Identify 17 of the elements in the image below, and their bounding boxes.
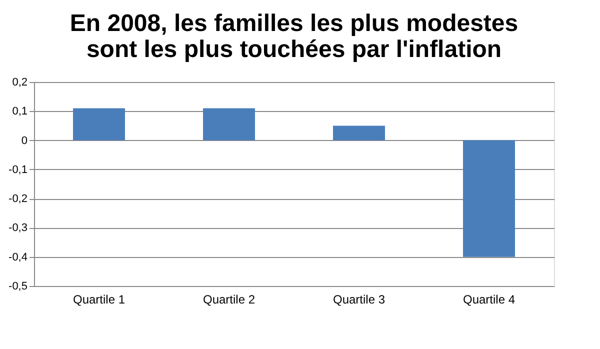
bar (333, 126, 385, 140)
chart-title: En 2008, les familles les plus modestes sont les plus touchées par l'inflation (70, 10, 518, 63)
bar (463, 140, 515, 257)
y-tick-label: 0,1 (12, 106, 28, 118)
bar (203, 108, 255, 140)
y-tick-label: -0,5 (8, 280, 28, 292)
y-tick-label: 0,2 (12, 76, 28, 88)
y-tick-label: 0 (21, 134, 28, 147)
x-tick-label: Quartile 4 (462, 292, 516, 306)
x-tick-label: Quartile 1 (72, 292, 126, 306)
y-tick-label: -0,2 (8, 193, 28, 206)
x-tick-label: Quartile 2 (202, 292, 256, 306)
x-tick-label: Quartile 3 (332, 292, 386, 306)
bar (73, 108, 125, 140)
y-tick-label: -0,3 (8, 222, 28, 234)
y-tick-label: -0,4 (8, 251, 28, 264)
y-tick-label: -0,1 (8, 164, 28, 176)
